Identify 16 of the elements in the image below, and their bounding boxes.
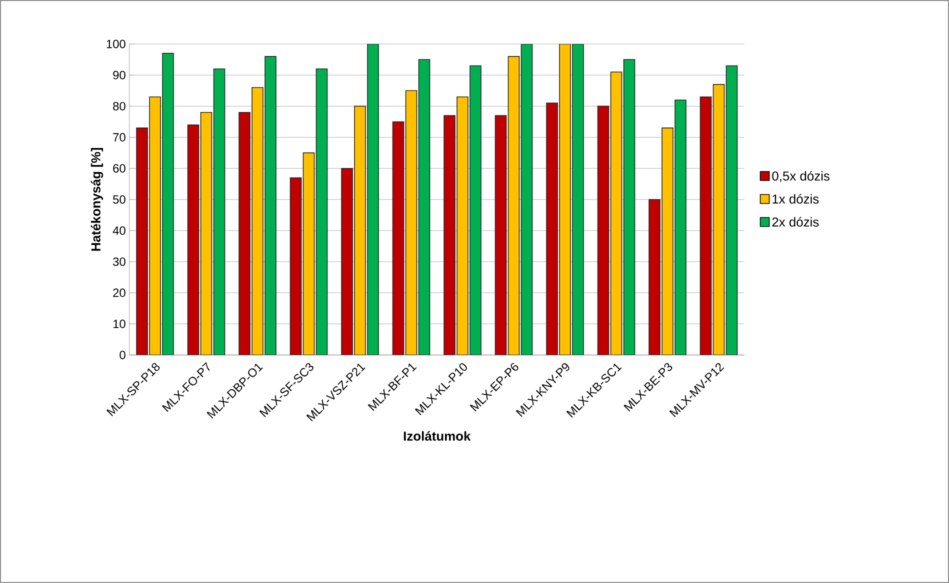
y-tick-label: 20 — [113, 288, 126, 298]
legend-label: 0,5x dózis — [772, 170, 830, 182]
y-tick-label: 80 — [113, 102, 126, 110]
y-axis-title: Hatékonyság [%] — [90, 148, 104, 251]
y-tick-label: 60 — [113, 164, 126, 173]
legend-label: 2x dózis — [772, 216, 819, 227]
y-tick-label: 90 — [113, 70, 126, 80]
y-tick-label: 50 — [113, 195, 126, 204]
y-tick-label: 70 — [113, 133, 126, 142]
y-tick-label: 30 — [113, 257, 126, 266]
x-axis-title: Izolátumok — [404, 431, 471, 441]
y-tick-label: 40 — [112, 226, 126, 235]
y-tick-label: 0 — [120, 350, 126, 360]
y-tick-label: 100 — [106, 40, 126, 48]
y-tick-label: 10 — [113, 320, 126, 328]
legend-label: 1x dózis — [772, 194, 819, 204]
